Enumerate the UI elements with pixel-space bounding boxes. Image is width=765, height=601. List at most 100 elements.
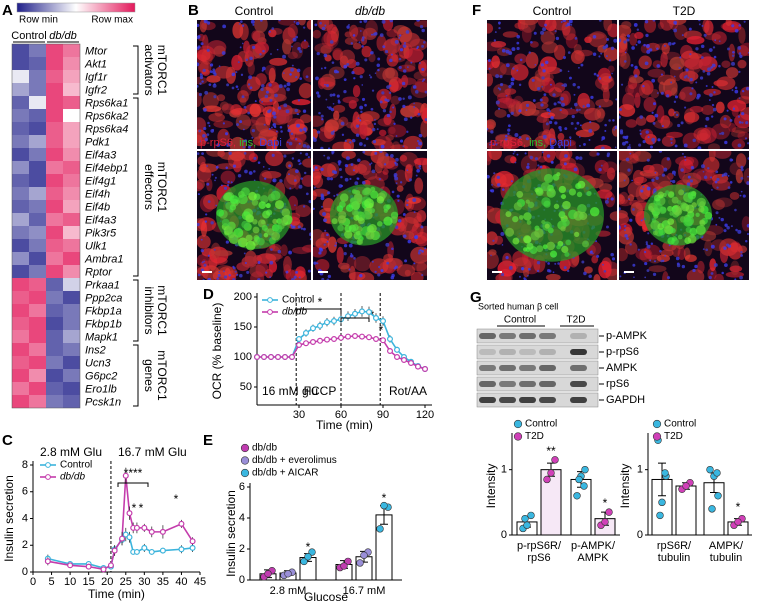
tissue bbox=[416, 209, 427, 223]
stain-name: ins, bbox=[529, 137, 546, 149]
nucleus bbox=[306, 145, 310, 149]
nucleus bbox=[707, 67, 712, 72]
nucleus bbox=[372, 139, 377, 144]
tissue bbox=[713, 151, 732, 159]
tissue bbox=[313, 228, 325, 247]
y-tick-label: 6 bbox=[239, 481, 245, 493]
nucleus bbox=[567, 51, 571, 54]
micrograph bbox=[313, 20, 427, 149]
heatmap-cell bbox=[46, 382, 63, 395]
nucleus bbox=[231, 86, 235, 90]
nucleus bbox=[384, 50, 389, 54]
nucleus bbox=[406, 169, 409, 172]
tissue bbox=[276, 109, 293, 124]
nucleus bbox=[349, 254, 354, 258]
nucleus bbox=[307, 269, 311, 273]
tissue bbox=[386, 28, 398, 38]
nucleus bbox=[677, 123, 681, 128]
nucleus bbox=[555, 36, 560, 41]
nucleus bbox=[563, 83, 568, 88]
nucleus bbox=[598, 77, 602, 80]
nucleus bbox=[413, 102, 415, 105]
nucleus bbox=[372, 127, 376, 132]
nucleus bbox=[711, 86, 714, 88]
data-point bbox=[360, 551, 368, 559]
nucleus bbox=[294, 138, 298, 141]
nucleus bbox=[589, 250, 593, 254]
heatmap-cell bbox=[12, 200, 29, 213]
nucleus bbox=[661, 125, 664, 128]
nucleus bbox=[302, 205, 306, 208]
nucleus bbox=[670, 180, 673, 183]
heatmap-frame bbox=[11, 43, 81, 409]
nucleus bbox=[422, 78, 426, 81]
nucleus bbox=[270, 53, 272, 55]
nucleus bbox=[197, 84, 199, 88]
nucleus bbox=[576, 121, 580, 125]
nucleus bbox=[348, 23, 350, 26]
tissue bbox=[598, 260, 612, 279]
nucleus bbox=[271, 27, 275, 30]
nucleus bbox=[711, 63, 716, 68]
nucleus bbox=[292, 225, 296, 229]
islet-cell bbox=[257, 237, 265, 246]
nucleus bbox=[650, 145, 654, 149]
nucleus bbox=[415, 174, 418, 177]
nucleus bbox=[287, 128, 291, 133]
nucleus bbox=[324, 229, 327, 232]
gene-label: Eif4a3 bbox=[85, 214, 117, 226]
nucleus bbox=[626, 237, 629, 240]
nucleus bbox=[208, 124, 211, 127]
nucleus bbox=[201, 80, 204, 83]
heatmap-cell bbox=[12, 252, 29, 265]
data-point bbox=[523, 521, 531, 529]
nucleus bbox=[374, 151, 378, 155]
nucleus bbox=[199, 82, 202, 85]
heatmap-cell bbox=[46, 304, 63, 317]
blot-band bbox=[570, 349, 587, 355]
nucleus bbox=[335, 242, 338, 244]
nucleus bbox=[223, 275, 228, 279]
tissue bbox=[602, 87, 610, 103]
nucleus bbox=[361, 45, 364, 48]
nucleus bbox=[288, 251, 291, 253]
islet-cell bbox=[540, 182, 551, 192]
nucleus bbox=[510, 81, 515, 86]
nucleus bbox=[329, 40, 334, 44]
nucleus bbox=[243, 252, 246, 255]
blot-strip bbox=[476, 328, 599, 344]
group-bracket bbox=[133, 97, 139, 277]
nucleus bbox=[407, 239, 412, 244]
nucleus bbox=[652, 121, 656, 125]
tissue bbox=[250, 122, 269, 140]
tissue bbox=[291, 246, 311, 255]
data-point bbox=[661, 469, 669, 477]
micrograph bbox=[619, 151, 749, 280]
nucleus bbox=[740, 165, 744, 169]
tissue bbox=[254, 20, 268, 33]
nucleus bbox=[393, 267, 397, 270]
nucleus bbox=[608, 59, 612, 62]
nucleus bbox=[250, 20, 255, 24]
nucleus bbox=[338, 167, 342, 172]
tissue bbox=[555, 151, 573, 162]
tissue bbox=[399, 152, 419, 168]
nucleus bbox=[670, 81, 673, 84]
nucleus bbox=[660, 91, 664, 95]
tissue bbox=[201, 49, 213, 65]
nucleus bbox=[221, 51, 226, 55]
data-point bbox=[366, 334, 373, 341]
data-point bbox=[119, 535, 126, 542]
nucleus bbox=[492, 239, 495, 242]
nucleus bbox=[197, 222, 200, 227]
nucleus bbox=[527, 267, 531, 271]
x-tick-label: 16.7 mM bbox=[343, 585, 386, 597]
islet-cell bbox=[272, 218, 278, 225]
nucleus bbox=[737, 115, 741, 118]
tissue bbox=[353, 256, 371, 272]
nucleus bbox=[715, 223, 718, 226]
nucleus bbox=[687, 175, 691, 179]
data-point bbox=[111, 547, 118, 554]
tissue bbox=[422, 107, 427, 124]
nucleus bbox=[606, 38, 610, 41]
